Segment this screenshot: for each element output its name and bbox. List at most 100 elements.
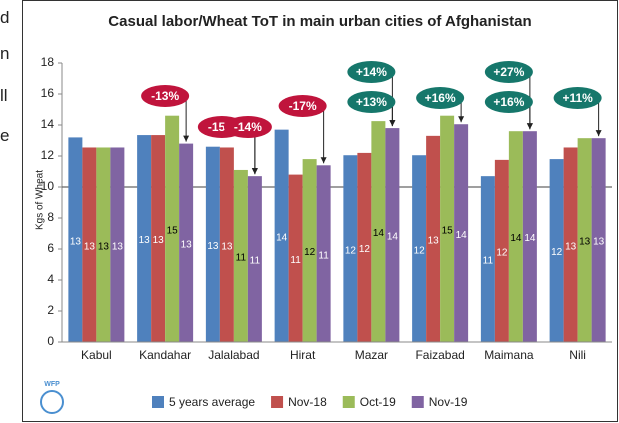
legend-swatch bbox=[271, 396, 284, 408]
y-tick-label: 6 bbox=[47, 241, 54, 255]
bar bbox=[233, 169, 248, 342]
chart-title: Casual labor/Wheat ToT in main urban cit… bbox=[108, 13, 531, 30]
x-tick-label: Nili bbox=[569, 348, 586, 362]
value-label: 12 bbox=[304, 247, 316, 258]
value-label: 13 bbox=[139, 235, 151, 246]
y-tick-label: 10 bbox=[41, 179, 55, 193]
bar bbox=[549, 159, 564, 342]
bar bbox=[288, 174, 303, 342]
bar bbox=[522, 131, 537, 342]
arrow-head bbox=[389, 120, 396, 127]
value-label: 13 bbox=[112, 241, 124, 252]
x-tick-label: Jalalabad bbox=[208, 348, 259, 362]
y-tick-label: 16 bbox=[41, 86, 55, 100]
bar bbox=[343, 155, 358, 342]
legend-swatch bbox=[152, 396, 164, 408]
annotation-bubble bbox=[223, 116, 272, 138]
annotation-bubble bbox=[553, 87, 602, 109]
value-label: 13 bbox=[84, 241, 96, 252]
value-label: 12 bbox=[551, 247, 563, 258]
bar bbox=[591, 138, 606, 342]
value-label: 14 bbox=[276, 232, 288, 243]
value-label: 11 bbox=[250, 256, 261, 267]
bar bbox=[247, 176, 262, 342]
arrow-head bbox=[458, 116, 465, 123]
bar bbox=[577, 138, 592, 342]
bar bbox=[96, 147, 111, 342]
value-label: 11 bbox=[236, 253, 247, 264]
annotation: +13% bbox=[356, 95, 387, 109]
y-tick-label: 8 bbox=[47, 210, 54, 224]
value-label: 12 bbox=[414, 245, 426, 256]
y-tick-label: 18 bbox=[41, 55, 55, 69]
value-label: 13 bbox=[428, 236, 440, 247]
value-label: 13 bbox=[565, 241, 577, 252]
value-label: 15 bbox=[167, 225, 179, 236]
chart: Casual labor/Wheat ToT in main urban cit… bbox=[22, 0, 618, 422]
value-label: 13 bbox=[98, 241, 110, 252]
y-tick-label: 2 bbox=[47, 303, 54, 317]
value-label: 13 bbox=[70, 236, 82, 247]
value-label: 14 bbox=[510, 233, 522, 244]
value-label: 15 bbox=[442, 225, 454, 236]
arrow-head bbox=[526, 123, 533, 130]
value-label: 14 bbox=[387, 232, 399, 243]
bar bbox=[316, 165, 331, 342]
bar bbox=[563, 147, 578, 342]
legend-label: Nov-18 bbox=[288, 395, 327, 409]
value-label: 12 bbox=[359, 244, 371, 255]
value-label: 11 bbox=[318, 250, 329, 261]
value-label: 12 bbox=[345, 245, 357, 256]
annotation: +16% bbox=[425, 91, 456, 105]
value-label: 14 bbox=[456, 230, 468, 241]
annotation-bubble bbox=[416, 87, 465, 109]
background-text: n bbox=[0, 44, 10, 63]
background-text: e bbox=[0, 126, 10, 145]
bar bbox=[302, 159, 317, 342]
annotation-bubble bbox=[484, 91, 533, 113]
y-tick-label: 0 bbox=[47, 334, 54, 348]
annotation-bubble bbox=[278, 95, 327, 117]
arrow-head bbox=[251, 168, 258, 175]
legend-swatch bbox=[411, 396, 424, 408]
bar bbox=[385, 128, 400, 342]
bar bbox=[371, 121, 386, 342]
value-label: 13 bbox=[579, 237, 591, 248]
bar bbox=[82, 147, 97, 342]
annotation: -13% bbox=[151, 89, 179, 103]
bar bbox=[179, 143, 194, 342]
annotation: +11% bbox=[562, 91, 593, 105]
bar bbox=[219, 147, 234, 342]
value-label: 13 bbox=[207, 241, 219, 252]
x-tick-label: Kandahar bbox=[139, 348, 191, 362]
logo bbox=[40, 390, 64, 414]
bar bbox=[426, 135, 441, 342]
bar bbox=[137, 135, 152, 342]
x-tick-label: Mazar bbox=[355, 348, 388, 362]
arrow-head bbox=[183, 135, 190, 142]
bar bbox=[440, 115, 455, 342]
bar bbox=[165, 115, 180, 342]
bar bbox=[480, 176, 495, 342]
value-label: 13 bbox=[153, 235, 165, 246]
value-label: 13 bbox=[221, 241, 233, 252]
background-text: d bbox=[0, 8, 10, 27]
annotation-bubble bbox=[347, 61, 396, 83]
annotation: -14% bbox=[234, 120, 262, 134]
value-label: 14 bbox=[524, 233, 536, 244]
annotation: +27% bbox=[493, 65, 524, 79]
y-tick-label: 4 bbox=[47, 272, 54, 286]
value-label: 14 bbox=[373, 228, 385, 239]
arrow-head bbox=[320, 157, 327, 164]
annotation-bubble bbox=[347, 91, 396, 113]
annotation-bubble bbox=[141, 85, 190, 107]
value-label: 13 bbox=[181, 239, 193, 250]
background-text: ll bbox=[0, 86, 8, 105]
value-label: 12 bbox=[496, 248, 508, 259]
bar bbox=[68, 137, 83, 342]
x-tick-label: Faizabad bbox=[415, 348, 464, 362]
bar bbox=[412, 155, 427, 342]
logo-text: WFP bbox=[44, 381, 60, 388]
bar bbox=[151, 135, 166, 342]
bar bbox=[508, 131, 523, 342]
